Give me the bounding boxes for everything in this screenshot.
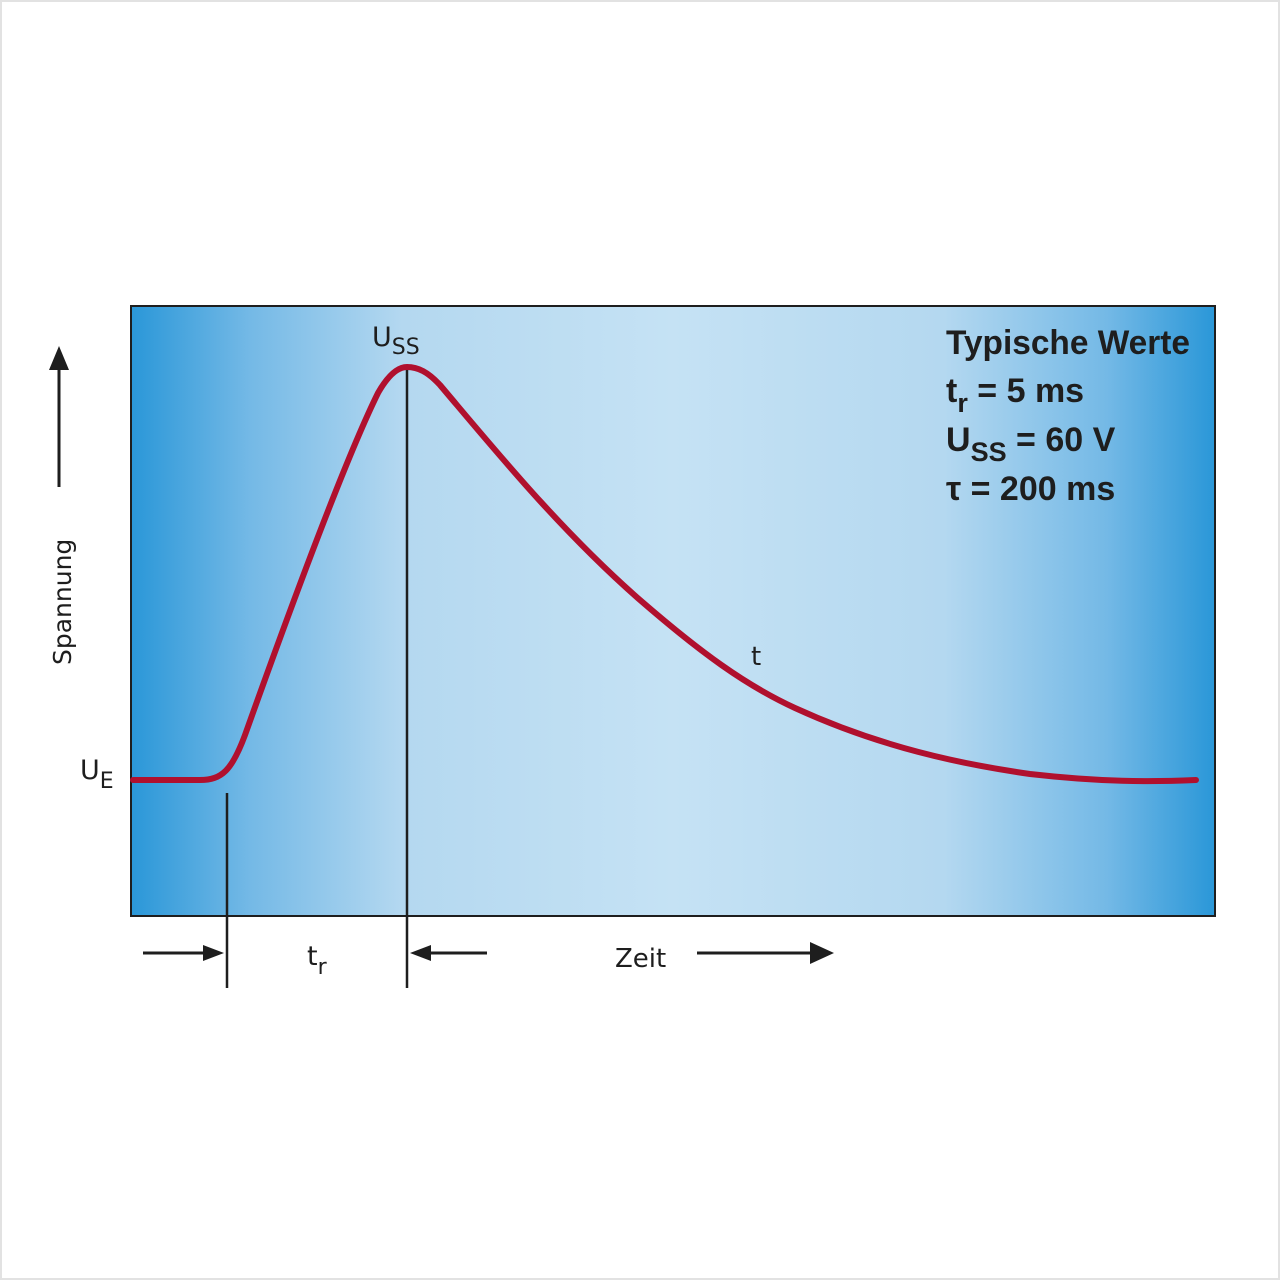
x-axis-label: Zeit: [615, 944, 666, 974]
typical-values-title: Typische Werte: [946, 324, 1190, 362]
curve-label: t: [751, 642, 761, 672]
y-axis-label: Spannung: [48, 539, 77, 665]
typical-tau: τ = 200 ms: [946, 470, 1115, 508]
level-label: UE: [80, 755, 114, 794]
voltage-curve: [130, 363, 1199, 785]
typical-rise-time: tr = 5 ms: [946, 372, 1084, 418]
x-axis-arrow-head: [810, 942, 834, 964]
rise-right-arrow-head: [410, 945, 431, 961]
typical-values-box: Typische Werte tr = 5 ms USS = 60 V τ = …: [946, 324, 1190, 508]
peak-label: USS: [372, 322, 420, 360]
plot-area: [130, 305, 1216, 917]
rise-left-arrow-head: [203, 945, 224, 961]
rise-label: tr: [307, 941, 328, 980]
typical-peak-voltage: USS = 60 V: [946, 421, 1116, 467]
y-axis-arrow-head: [49, 346, 69, 370]
